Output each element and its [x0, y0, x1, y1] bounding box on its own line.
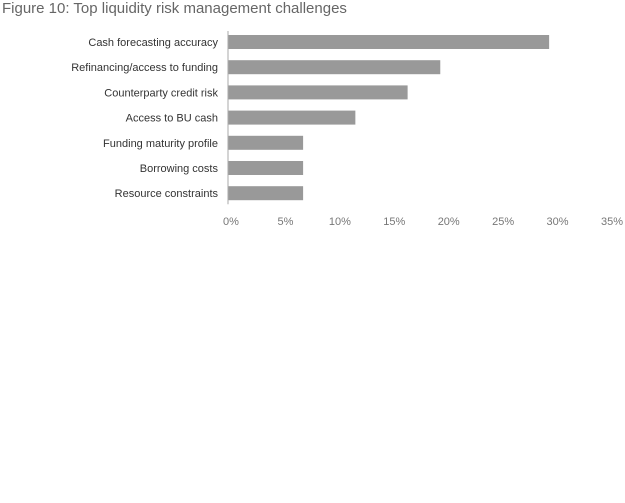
x-tick-label: 30% — [547, 216, 569, 228]
category-label: Counterparty credit risk — [104, 87, 218, 99]
x-tick-label: 15% — [383, 216, 405, 228]
x-tick-label: 20% — [438, 216, 460, 228]
bar — [228, 186, 304, 201]
category-label: Cash forecasting accuracy — [88, 37, 218, 49]
category-label: Funding maturity profile — [103, 138, 218, 150]
category-label: Access to BU cash — [126, 113, 218, 125]
category-label: Borrowing costs — [140, 163, 219, 175]
category-label: Resource constraints — [115, 188, 219, 200]
bar — [228, 85, 408, 100]
x-axis-tick-labels: 0% 5% 10% 15% 20% 25% 30% 35% — [223, 216, 623, 228]
bar — [228, 35, 550, 49]
x-tick-label: 5% — [277, 216, 293, 228]
bar — [228, 135, 304, 150]
bar — [228, 60, 441, 75]
category-labels: Cash forecasting accuracy Refinancing/acc… — [71, 37, 218, 200]
chart-title: Figure 10: Top liquidity risk management… — [2, 0, 347, 17]
bar — [228, 110, 356, 125]
x-tick-label: 0% — [223, 216, 239, 228]
bar — [228, 161, 304, 175]
category-label: Refinancing/access to funding — [71, 62, 218, 74]
bars-group — [228, 35, 550, 201]
x-tick-label: 10% — [329, 216, 351, 228]
x-tick-label: 35% — [601, 216, 623, 228]
x-tick-label: 25% — [492, 216, 514, 228]
